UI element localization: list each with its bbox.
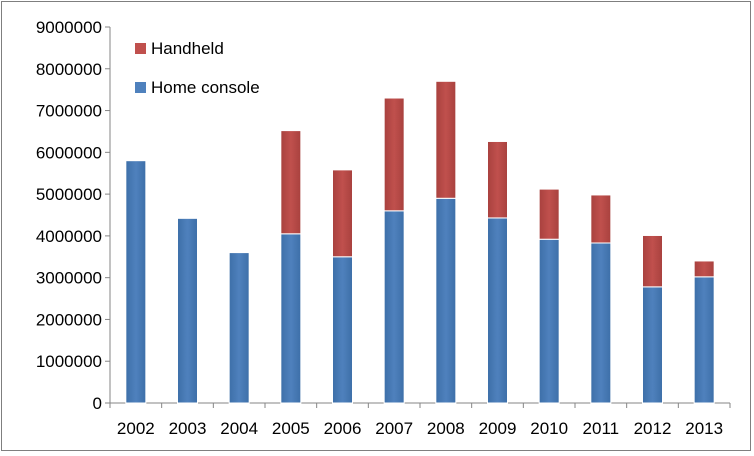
bar-home-console-2013 (693, 276, 715, 404)
bar-handheld-2007 (383, 97, 405, 212)
bar-handheld-2013 (693, 260, 715, 278)
bar-handheld-2010 (538, 188, 560, 240)
legend-swatch-home-console (135, 82, 146, 93)
bar-home-console-2005 (280, 233, 302, 404)
bar-home-console-2011 (590, 242, 612, 404)
bar-home-console-2008 (435, 197, 457, 404)
legend-label-home-console: Home console (151, 78, 260, 97)
legend-label-handheld: Handheld (151, 39, 224, 58)
x-tick-label: 2013 (685, 419, 723, 438)
x-tick-label: 2002 (117, 419, 155, 438)
bar-handheld-2006 (332, 169, 353, 258)
x-tick-label: 2007 (375, 419, 413, 438)
bar-handheld-2009 (487, 140, 508, 219)
y-tick-label: 8000000 (36, 60, 102, 79)
x-tick-label: 2005 (272, 419, 310, 438)
y-tick-label: 2000000 (36, 310, 102, 329)
y-tick-label: 5000000 (36, 185, 102, 204)
legend: Handheld Home console (135, 39, 260, 97)
y-tick-label: 4000000 (36, 227, 102, 246)
x-tick-labels: 2002 2003 2004 2005 2006 2007 2008 2009 2010 2011… (117, 419, 723, 438)
y-tick-label: 7000000 (36, 102, 102, 121)
bar-handheld-2011 (590, 194, 612, 244)
y-tick-labels: 0 1000000 2000000 3000000 4000000 5000000 6000… (36, 18, 102, 413)
x-tick-label: 2004 (220, 419, 258, 438)
x-tick-label: 2010 (530, 419, 568, 438)
x-tick-label: 2011 (583, 419, 620, 438)
x-tick-label: 2006 (324, 419, 362, 438)
bar-handheld-2005 (280, 130, 302, 235)
y-tick-label: 3000000 (36, 269, 102, 288)
y-tick-label: 9000000 (36, 18, 102, 37)
x-tick-label: 2012 (634, 419, 672, 438)
y-tick-label: 0 (93, 394, 102, 413)
y-tick-label: 6000000 (36, 143, 102, 162)
bar-home-console-2009 (487, 217, 508, 404)
bar-home-console-2012 (642, 286, 663, 404)
bar-home-console-2002 (125, 160, 147, 404)
bar-home-console-2004 (228, 252, 250, 404)
axes (105, 26, 731, 408)
x-tick-label: 2008 (427, 419, 465, 438)
x-tick-label: 2009 (479, 419, 517, 438)
bar-home-console-2003 (177, 217, 198, 404)
bar-home-console-2006 (332, 256, 353, 404)
bars (125, 80, 715, 404)
y-tick-label: 1000000 (36, 352, 102, 371)
bar-home-console-2010 (538, 238, 560, 404)
bar-handheld-2012 (642, 234, 663, 288)
legend-swatch-handheld (135, 43, 146, 54)
bar-handheld-2008 (435, 80, 457, 199)
x-tick-label: 2003 (169, 419, 207, 438)
bar-home-console-2007 (383, 210, 405, 404)
